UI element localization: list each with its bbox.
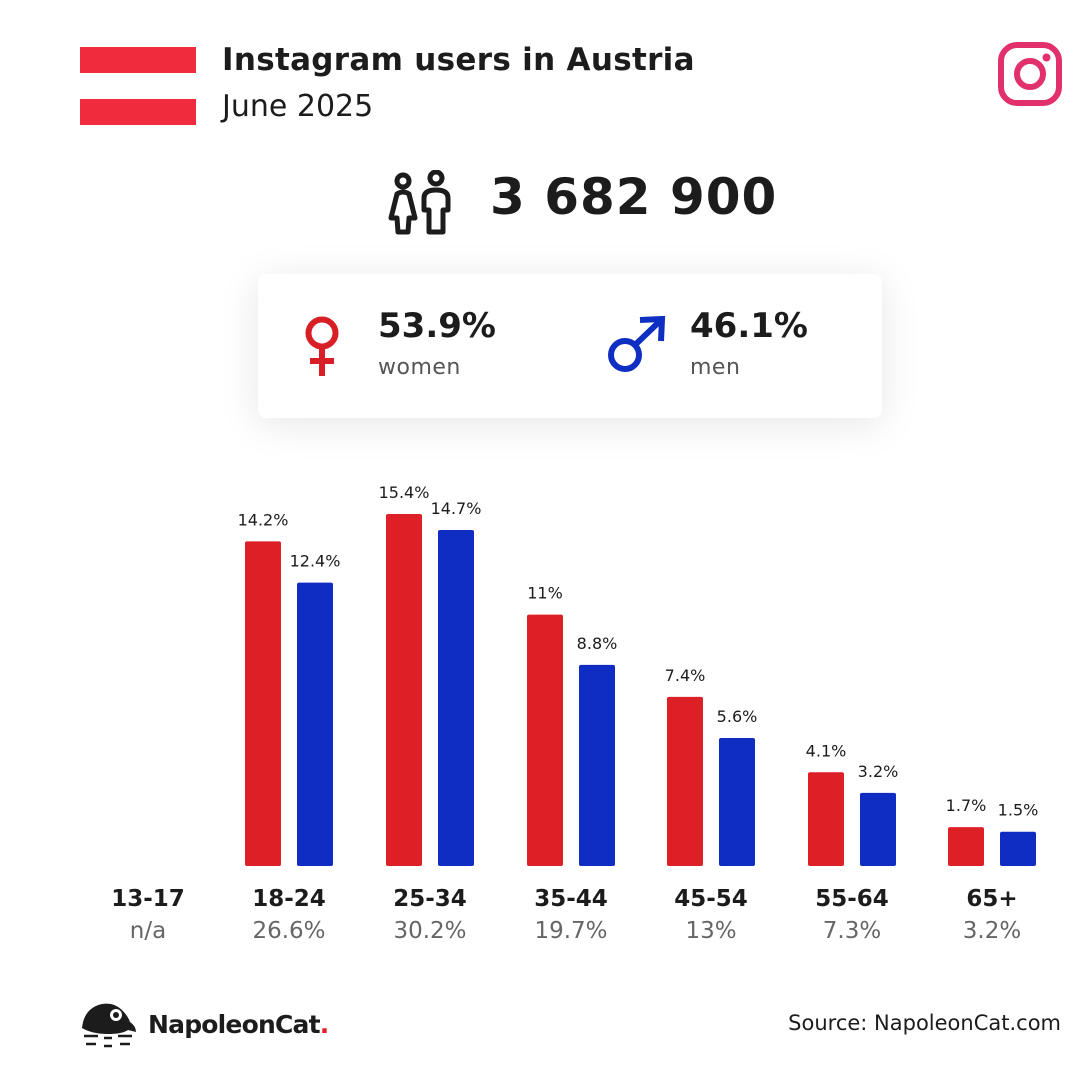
bar-men-18-24 <box>297 582 333 866</box>
instagram-icon <box>998 42 1062 106</box>
women-percent: 53.9% <box>378 306 496 346</box>
bar-women-25-34 <box>386 514 422 866</box>
bar-men-65+ <box>1000 831 1036 866</box>
bar-men-25-34 <box>438 530 474 866</box>
category-label-13-17: 13-17 <box>111 886 185 912</box>
category-total-13-17: n/a <box>130 918 166 944</box>
page-subtitle: June 2025 <box>222 89 374 124</box>
category-label-65+: 65+ <box>966 886 1017 912</box>
austria-flag <box>80 47 196 125</box>
category-total-25-34: 30.2% <box>393 918 466 944</box>
bar-men-35-44 <box>579 664 615 866</box>
category-total-18-24: 26.6% <box>252 918 325 944</box>
bar-label-men-55-64: 3.2% <box>858 762 899 781</box>
bar-women-65+ <box>948 827 984 866</box>
bar-women-55-64 <box>808 772 844 866</box>
male-symbol-icon <box>608 316 666 372</box>
bar-label-men-45-54: 5.6% <box>717 707 758 726</box>
brand-name: NapoleonCat. <box>148 1010 329 1039</box>
page-title: Instagram users in Austria <box>222 42 695 78</box>
category-label-25-34: 25-34 <box>393 886 467 912</box>
flag-stripe-bottom <box>80 99 196 125</box>
category-total-55-64: 7.3% <box>823 918 881 944</box>
bar-women-35-44 <box>527 614 563 866</box>
brand-name-text: NapoleonCat <box>148 1010 321 1039</box>
users-icon <box>388 170 451 235</box>
gender-card: 53.9% women 46.1% men <box>258 274 882 418</box>
brand-dot: . <box>319 1010 329 1039</box>
flag-stripe-top <box>80 47 196 73</box>
source-text: Source: NapoleonCat.com <box>788 1011 1061 1035</box>
bar-label-women-55-64: 4.1% <box>806 741 847 760</box>
category-label-35-44: 35-44 <box>534 886 608 912</box>
bar-women-18-24 <box>245 541 281 866</box>
category-total-45-54: 13% <box>685 918 736 944</box>
bar-label-men-65+: 1.5% <box>998 801 1039 820</box>
napoleoncat-logo-icon <box>82 1003 136 1048</box>
bar-label-men-18-24: 12.4% <box>290 552 341 571</box>
bar-label-men-25-34: 14.7% <box>431 499 482 518</box>
female-symbol-icon <box>305 316 339 376</box>
men-label: men <box>690 355 741 380</box>
category-total-65+: 3.2% <box>963 918 1021 944</box>
category-label-55-64: 55-64 <box>815 886 889 912</box>
category-label-18-24: 18-24 <box>252 886 326 912</box>
flag-stripe-middle <box>80 73 196 99</box>
total-users: 3 682 900 <box>490 168 778 226</box>
bar-label-women-25-34: 15.4% <box>379 483 430 502</box>
category-total-35-44: 19.7% <box>534 918 607 944</box>
bar-label-women-65+: 1.7% <box>946 796 987 815</box>
bar-label-women-35-44: 11% <box>527 584 563 603</box>
bar-women-45-54 <box>667 696 703 866</box>
bar-label-women-18-24: 14.2% <box>238 510 289 529</box>
bar-men-55-64 <box>860 792 896 866</box>
bar-label-men-35-44: 8.8% <box>577 634 618 653</box>
category-label-45-54: 45-54 <box>674 886 748 912</box>
women-label: women <box>378 355 461 380</box>
bar-men-45-54 <box>719 738 755 866</box>
men-percent: 46.1% <box>690 306 808 346</box>
bar-label-women-45-54: 7.4% <box>665 666 706 685</box>
